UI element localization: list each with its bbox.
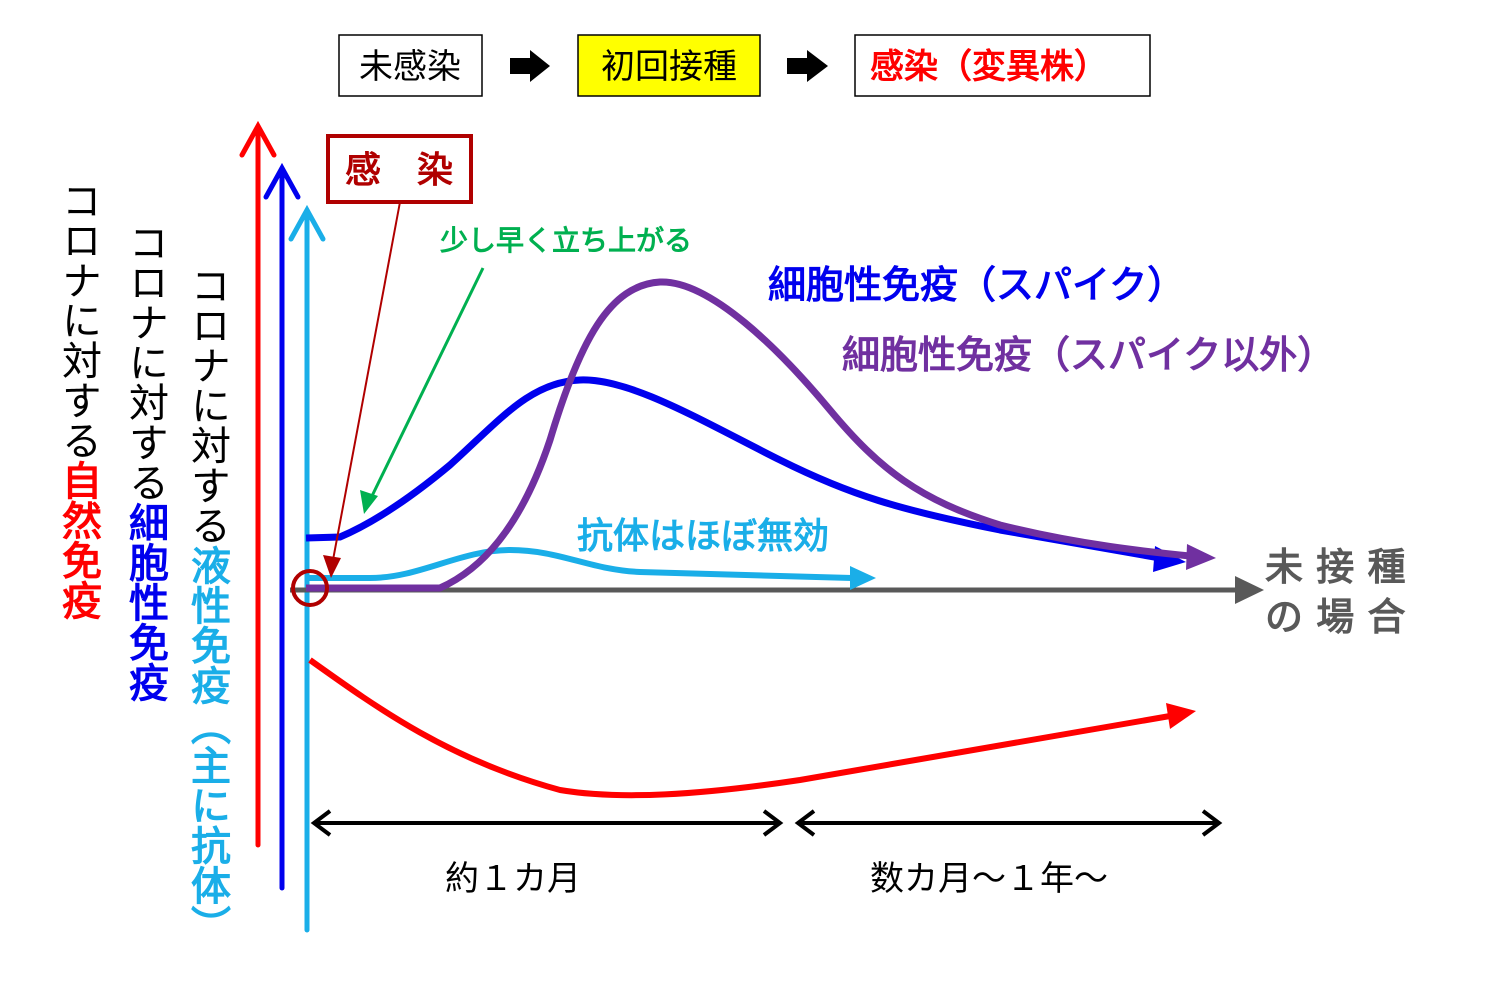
early-rise-annotation: 少し早く立ち上がる — [440, 224, 692, 257]
period-arrow-one-month — [310, 809, 784, 837]
period-label-one-month: 約１カ月 — [445, 859, 581, 899]
flow-step-unvaccinated: 未感染 — [338, 34, 483, 97]
flow-step-label: 初回接種 — [601, 47, 737, 87]
curve-antibody — [306, 546, 853, 581]
flow-step-label: 感染（変異株） — [870, 47, 1108, 87]
axis-label-humoral: コロナに対する液性免疫（主に抗体） — [184, 265, 231, 945]
x-axis-label: の 場 合 — [1265, 595, 1405, 639]
label-antibody: 抗体はほぼ無効 — [577, 515, 829, 557]
axis-innate — [239, 120, 277, 848]
axis-label-cellular: コロナに対する細胞性免疫 — [122, 222, 169, 702]
curve-cellular-spike — [305, 376, 1161, 562]
flow-step-label: 未感染 — [359, 47, 461, 87]
infection-label: 感 染 — [345, 150, 453, 191]
period-arrow-months-year — [794, 809, 1223, 837]
infection-point-marker — [291, 569, 329, 607]
early-rise-pointer — [370, 267, 485, 497]
infection-pointer — [332, 201, 401, 561]
infection-box: 感 染 — [326, 134, 473, 204]
label-cellular-spike: 細胞性免疫（スパイク） — [768, 263, 1185, 307]
axis-label-innate: コロナに対する自然免疫 — [55, 180, 102, 620]
axis-cellular — [263, 162, 301, 891]
arrowhead — [1186, 544, 1216, 570]
curve-innate — [308, 657, 1171, 799]
right-arrow-icon — [510, 50, 550, 82]
arrowhead — [1166, 703, 1196, 729]
flow-step-first-vaccination: 初回接種 — [577, 34, 761, 97]
arrowhead — [850, 566, 876, 590]
right-arrow-icon — [787, 50, 828, 82]
period-label-months-year: 数カ月～１年～ — [870, 859, 1108, 899]
arrowhead — [360, 490, 378, 514]
time-axis — [290, 576, 1264, 604]
arrowhead — [323, 555, 341, 578]
flow-step-variant-infection: 感染（変異株） — [854, 34, 1151, 97]
x-axis-label: 未 接 種 — [1265, 545, 1405, 589]
label-cellular-non-spike: 細胞性免疫（スパイク以外） — [842, 333, 1335, 377]
curve-cellular-non-spike — [306, 278, 1191, 592]
